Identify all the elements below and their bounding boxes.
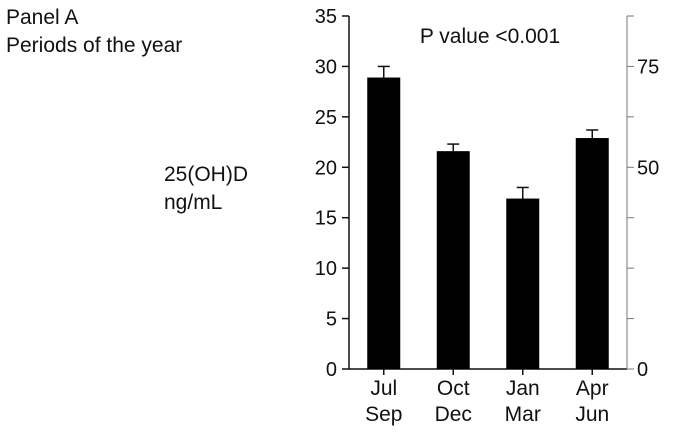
y-axis-label: 25(OH)D ng/mL — [164, 161, 248, 217]
bar — [367, 77, 401, 369]
y-tick-label: 20 — [315, 157, 337, 179]
x-tick-label: Apr — [576, 377, 609, 400]
y-tick-label: 30 — [315, 56, 337, 78]
y-tick-label: 15 — [315, 208, 337, 230]
panel-label: Panel A Periods of the year — [6, 4, 182, 60]
y-tick-label: 0 — [326, 359, 337, 381]
x-tick-label: Dec — [435, 403, 472, 426]
y2-tick-label: 0 — [637, 359, 648, 381]
y2-tick-label: 75 — [637, 56, 659, 78]
y-tick-label: 5 — [326, 309, 337, 331]
y2-tick-label: 50 — [637, 157, 659, 179]
x-tick-label: Mar — [505, 403, 541, 426]
x-tick-label: Jun — [575, 403, 609, 426]
p-value-annotation: P value <0.001 — [420, 25, 560, 48]
bar — [506, 198, 540, 369]
panel-subtitle: Periods of the year — [6, 34, 183, 57]
y-tick-label: 35 — [315, 6, 337, 28]
bar — [436, 151, 470, 369]
y-tick-label: 25 — [315, 107, 337, 129]
x-tick-label: Jul — [370, 377, 397, 400]
bar — [575, 138, 609, 369]
x-tick-label: Sep — [365, 403, 402, 426]
x-tick-label: Oct — [437, 377, 470, 400]
y-axis-label-line-2: ng/mL — [164, 191, 223, 214]
panel-title: Panel A — [6, 6, 79, 29]
y-tick-label: 10 — [315, 258, 337, 280]
x-tick-label: Jan — [506, 377, 540, 400]
y-axis-label-line-1: 25(OH)D — [164, 163, 249, 186]
